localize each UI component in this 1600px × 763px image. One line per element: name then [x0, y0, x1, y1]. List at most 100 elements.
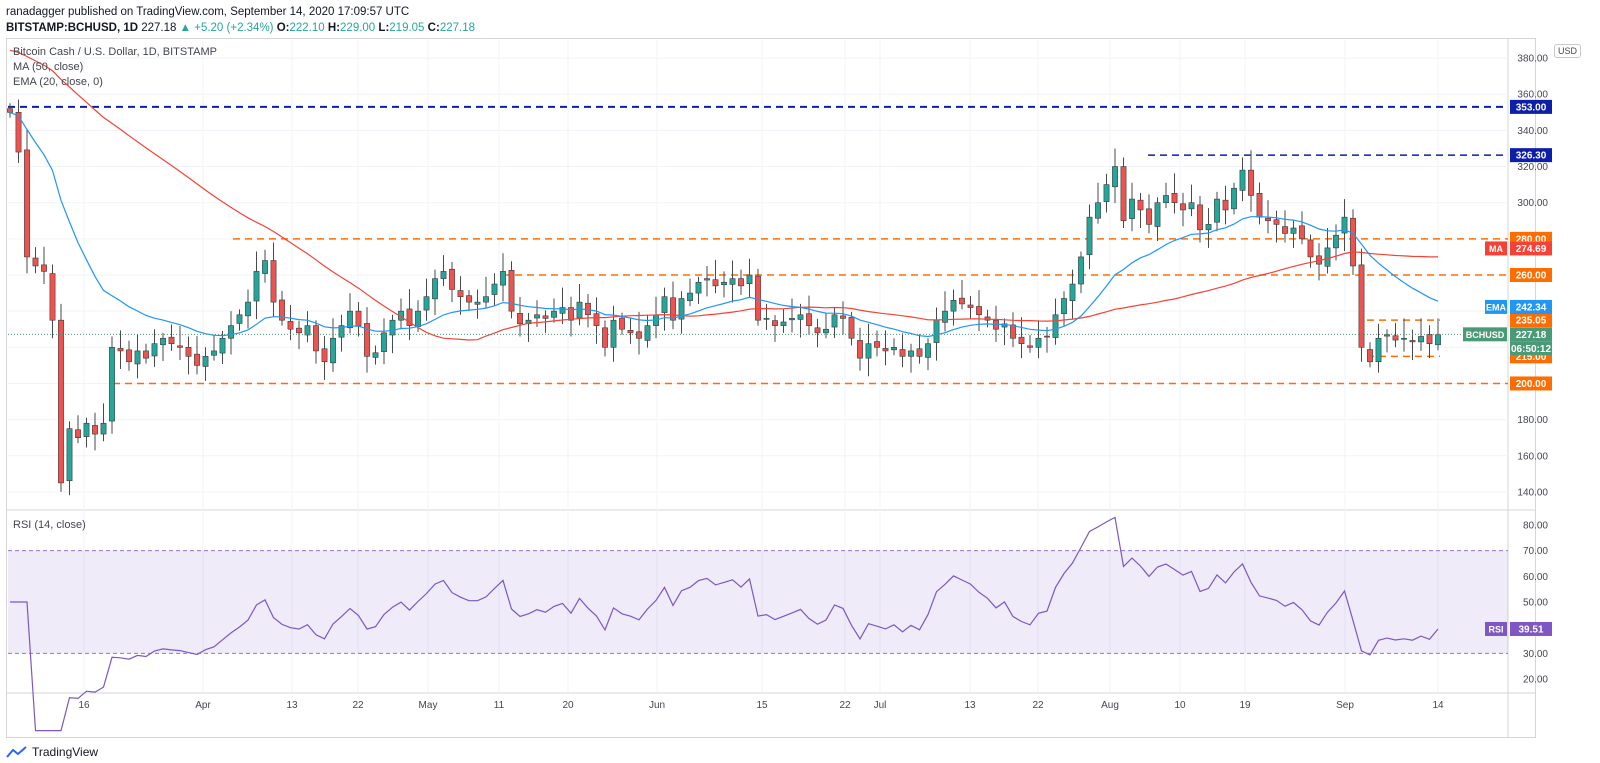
candle-body	[423, 296, 430, 311]
close-label: C:	[427, 22, 440, 34]
candle-body	[406, 308, 413, 326]
legend-ema[interactable]: EMA (20, close, 0)	[13, 76, 103, 88]
x-tick-label: 20	[562, 700, 574, 711]
candle-body	[551, 310, 557, 318]
candle-body	[772, 320, 778, 326]
candle-body	[865, 343, 872, 359]
candle-body	[755, 275, 761, 321]
last-value-box	[1510, 241, 1552, 256]
candle-body	[296, 327, 302, 334]
candle-body	[1409, 340, 1416, 343]
candle-body	[797, 314, 804, 320]
tradingview-brand[interactable]: TradingView	[6, 745, 98, 759]
candle-body	[1239, 169, 1246, 191]
candle-body	[304, 325, 311, 336]
candle-body	[891, 347, 897, 351]
candle-body	[899, 349, 906, 357]
level-label-box	[1510, 148, 1552, 163]
candle-body	[746, 274, 753, 284]
level-label: 260.00	[1516, 271, 1547, 282]
candle-body	[100, 422, 107, 435]
candle-body	[1350, 217, 1356, 267]
candle-body	[1384, 334, 1390, 337]
low-value: 219.05	[389, 22, 425, 34]
candle-body	[959, 297, 965, 305]
candle-body	[619, 317, 625, 330]
candle-body	[789, 318, 795, 321]
candle-body	[1392, 335, 1399, 341]
candle-body	[1052, 314, 1059, 338]
low-label: L:	[378, 22, 390, 34]
x-tick-label: 14	[1432, 700, 1444, 711]
candle-body	[1086, 216, 1093, 256]
candle-body	[338, 325, 345, 338]
level-label: 235.05	[1516, 316, 1547, 327]
candle-body	[1418, 336, 1424, 343]
candle-body	[950, 300, 957, 312]
candle-body	[1256, 192, 1263, 218]
candle-body	[457, 290, 464, 297]
candle-body	[219, 337, 226, 354]
candle-body	[262, 260, 268, 274]
candle-body	[15, 112, 22, 153]
candle-body	[24, 149, 30, 258]
candle-body	[236, 314, 243, 324]
candle-body	[143, 350, 149, 359]
candle-body	[942, 310, 948, 323]
candle-body	[1154, 202, 1161, 227]
candle-body	[75, 429, 81, 438]
candle-body	[364, 323, 370, 357]
candle-body	[1137, 199, 1144, 211]
candle-body	[568, 307, 574, 321]
currency-badge[interactable]: USD	[1554, 44, 1582, 58]
candle-body	[542, 315, 549, 319]
candle-body	[1341, 216, 1348, 234]
x-tick-label: 13	[964, 700, 976, 711]
x-tick-label: Jun	[649, 700, 665, 711]
candle-body	[92, 425, 98, 435]
legend-rsi[interactable]: RSI (14, close)	[13, 519, 86, 531]
x-tick-label: Jul	[874, 700, 887, 711]
x-tick-label: May	[419, 700, 438, 711]
candle-body	[270, 260, 277, 303]
candle-body	[644, 325, 651, 341]
candle-body	[313, 325, 319, 352]
last-name-box	[1485, 299, 1507, 314]
candle-body	[279, 299, 285, 321]
x-tick-label: 10	[1174, 700, 1186, 711]
last-name-box	[1485, 241, 1507, 256]
candle-body	[1146, 208, 1152, 225]
candle-body	[347, 310, 353, 329]
legend-title: Bitcoin Cash / U.S. Dollar, 1D, BITSTAMP	[13, 46, 217, 58]
level-label-box	[1510, 376, 1552, 391]
candle-body	[355, 310, 362, 326]
last-value-label: 242.34	[1516, 302, 1547, 313]
candle-body	[58, 319, 64, 484]
candle-body	[1027, 345, 1033, 348]
candle-body	[168, 336, 175, 344]
candle-body	[874, 341, 880, 348]
candle-body	[32, 257, 39, 267]
rsi-band	[8, 550, 1508, 654]
level-label: 280.00	[1516, 234, 1547, 245]
x-tick-label: Sep	[1336, 700, 1354, 711]
candle-body	[500, 271, 506, 286]
candle-body	[228, 325, 234, 339]
candle-body	[1214, 198, 1220, 223]
candle-body	[1358, 264, 1365, 348]
candle-body	[1265, 217, 1271, 222]
candle-body	[1061, 298, 1067, 314]
close-value: 227.18	[439, 22, 475, 34]
x-tick-label: 22	[352, 700, 364, 711]
candle-body	[432, 278, 438, 300]
candle-body	[1010, 324, 1016, 339]
x-tick-label: Apr	[195, 700, 211, 711]
candle-body	[610, 319, 617, 348]
brand-label: TradingView	[32, 745, 99, 759]
legend-ma[interactable]: MA (50, close)	[13, 61, 84, 73]
candle-body	[1273, 219, 1280, 225]
candle-body	[1375, 337, 1382, 363]
last-name-label: BCHUSD	[1466, 330, 1505, 340]
candle-body	[177, 345, 183, 348]
